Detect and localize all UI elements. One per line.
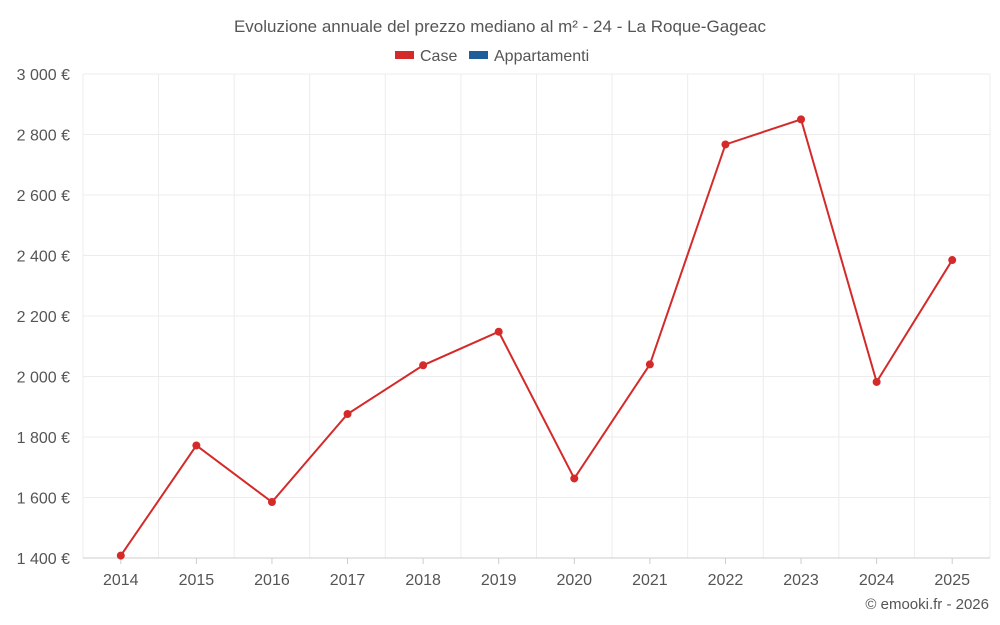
- data-point[interactable]: [267, 498, 276, 507]
- data-point[interactable]: [872, 377, 881, 386]
- y-tick-label: 3 000 €: [17, 67, 70, 84]
- legend-label: Case: [420, 48, 457, 65]
- data-point[interactable]: [645, 360, 654, 369]
- data-point[interactable]: [948, 256, 957, 265]
- data-point[interactable]: [419, 361, 428, 370]
- data-point[interactable]: [192, 441, 201, 450]
- y-tick-label: 2 400 €: [17, 249, 70, 266]
- data-point[interactable]: [343, 410, 352, 419]
- y-tick-label: 1 800 €: [17, 430, 70, 447]
- chart-title: Evoluzione annuale del prezzo mediano al…: [234, 17, 767, 36]
- y-tick-label: 1 400 €: [17, 551, 70, 568]
- legend: Case Appartamenti: [395, 48, 589, 65]
- x-tick-label: 2021: [632, 572, 668, 589]
- legend-item-appartamenti[interactable]: Appartamenti: [469, 48, 589, 65]
- x-tick-label: 2018: [405, 572, 441, 589]
- x-tick-label: 2014: [103, 572, 139, 589]
- data-point[interactable]: [116, 551, 125, 560]
- y-tick-label: 2 200 €: [17, 309, 70, 326]
- series-line-case: [119, 118, 954, 557]
- legend-label: Appartamenti: [494, 48, 589, 65]
- legend-item-case[interactable]: Case: [395, 48, 457, 65]
- legend-swatch: [395, 51, 414, 59]
- x-tick-label: 2017: [330, 572, 366, 589]
- data-point[interactable]: [721, 140, 730, 149]
- gridlines: [82, 73, 991, 559]
- series-layer: [116, 115, 957, 560]
- y-axis: 1 400 € 1 600 € 1 800 € 2 000 € 2 200 € 2 400…: [17, 67, 70, 568]
- data-point[interactable]: [494, 327, 503, 336]
- x-tick-label: 2020: [556, 572, 592, 589]
- x-tick-label: 2022: [708, 572, 744, 589]
- y-tick-label: 2 000 €: [17, 370, 70, 387]
- y-tick-label: 2 600 €: [17, 188, 70, 205]
- x-tick-label: 2023: [783, 572, 819, 589]
- x-tick-label: 2025: [934, 572, 970, 589]
- data-point[interactable]: [570, 474, 579, 483]
- data-point[interactable]: [797, 115, 806, 124]
- legend-swatch: [469, 51, 488, 59]
- credit-label: © emooki.fr - 2026: [865, 596, 989, 613]
- x-axis: 2014 2015 2016 2017 2018 2019 2020 2021 2022 2023…: [83, 557, 990, 589]
- y-tick-label: 1 600 €: [17, 491, 70, 508]
- x-tick-label: 2024: [859, 572, 895, 589]
- x-tick-label: 2019: [481, 572, 517, 589]
- x-tick-label: 2016: [254, 572, 290, 589]
- x-tick-label: 2015: [179, 572, 215, 589]
- y-tick-label: 2 800 €: [17, 128, 70, 145]
